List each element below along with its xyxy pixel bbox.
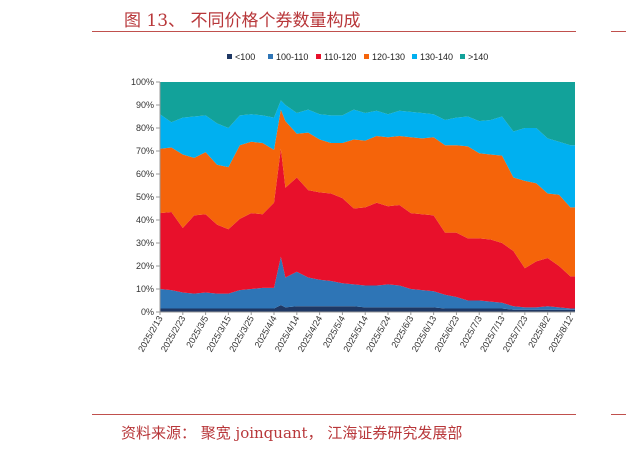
- bottom-rule-right: [611, 414, 626, 415]
- plot-areas: [160, 82, 575, 312]
- y-tick-label: 90%: [136, 100, 154, 110]
- figure-title: 图 13、 不同价格个券数量构成: [124, 11, 361, 31]
- y-tick-label: 100%: [131, 77, 154, 87]
- area-series-1: [160, 256, 575, 310]
- legend-swatch: [412, 54, 417, 59]
- area-series-3: [160, 109, 575, 277]
- y-tick-label: 20%: [136, 261, 154, 271]
- legend-swatch: [316, 54, 321, 59]
- area-series-5: [160, 82, 575, 146]
- legend-label: >140: [468, 52, 488, 62]
- y-tick-label: 60%: [136, 169, 154, 179]
- x-axis: 2025/2/132025/2/232025/3/52025/3/152025/…: [136, 311, 575, 354]
- figure-source: 资料来源： 聚宽 joinquant， 江海证券研究发展部: [121, 424, 463, 442]
- top-rule: [92, 31, 576, 32]
- bottom-rule: [92, 414, 576, 415]
- legend-label: <100: [235, 52, 255, 62]
- y-tick-label: 70%: [136, 146, 154, 156]
- legend-label: 100-110: [276, 52, 308, 62]
- area-series-4: [160, 100, 575, 208]
- legend-label: 120-130: [372, 52, 405, 62]
- legend-swatch: [364, 54, 369, 59]
- legend-swatch: [268, 54, 273, 59]
- legend-swatch: [460, 54, 465, 59]
- top-rule-right: [611, 31, 626, 32]
- y-tick-label: 80%: [136, 123, 154, 133]
- legend-swatch: [227, 54, 232, 59]
- chart-legend: <100 100-110 110-120 120-130 130-140 >140: [227, 52, 488, 62]
- y-tick-label: 30%: [136, 238, 154, 248]
- y-tick-label: 10%: [136, 284, 154, 294]
- area-series-2: [160, 148, 575, 309]
- y-axis: 0% 10% 20% 30% 40% 50% 60% 70% 80% 90% 100%: [131, 77, 161, 317]
- y-tick-label: 40%: [136, 215, 154, 225]
- y-tick-label: 0%: [141, 307, 154, 317]
- y-tick-label: 50%: [136, 192, 154, 202]
- legend-label: 110-120: [324, 52, 356, 62]
- area-series-0: [160, 305, 575, 312]
- legend-label: 130-140: [420, 52, 453, 62]
